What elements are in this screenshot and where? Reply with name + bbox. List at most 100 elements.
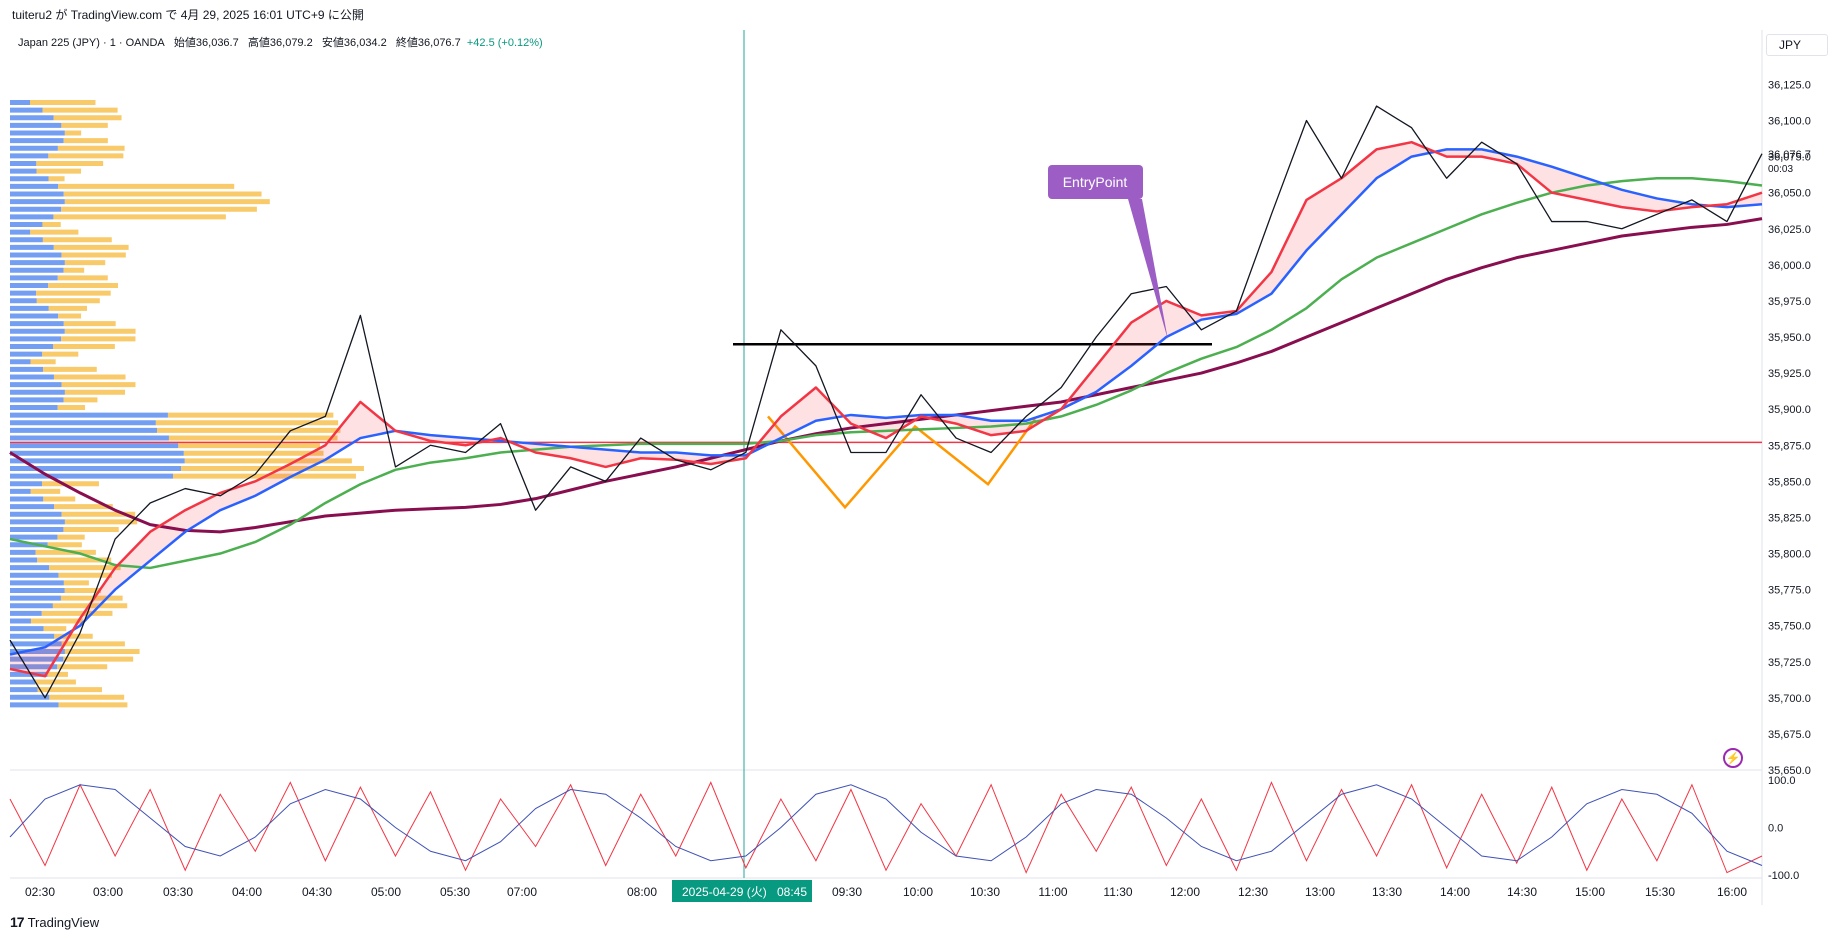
volume-profile-down-bar (49, 565, 121, 571)
ema-slow-line (9, 176, 1763, 570)
volume-profile-up-bar (10, 100, 30, 105)
volume-profile-up-bar (10, 427, 158, 433)
symbol-legend: Japan 225 (JPY) · 1 · OANDA 始値36,036.7 高… (18, 34, 543, 50)
alert-lightning-icon[interactable]: ⚡ (1723, 748, 1743, 768)
ema-long-line (9, 217, 1763, 534)
volume-profile-down-bar (42, 351, 79, 357)
volume-profile-up-bar (10, 283, 49, 288)
volume-profile-down-bar (53, 374, 126, 380)
volume-profile-down-bar (58, 572, 112, 578)
volume-profile-down-bar (63, 138, 108, 144)
volume-profile-up-bar (10, 267, 64, 273)
volume-profile-down-bar (57, 405, 86, 410)
time-axis-tick: 09:30 (832, 885, 862, 899)
volume-profile-down-bar (48, 283, 118, 288)
volume-profile-down-bar (61, 511, 136, 517)
price-axis-tick: 36,025.0 (1768, 224, 1811, 236)
volume-profile-down-bar (64, 389, 126, 395)
volume-profile-up-bar (10, 176, 49, 182)
volume-profile-down-bar (167, 412, 334, 418)
price-axis-tick: 35,825.0 (1768, 512, 1811, 524)
volume-profile-down-bar (53, 214, 226, 220)
volume-profile-down-bar (64, 328, 136, 334)
volume-profile-up-bar (10, 656, 64, 662)
volume-profile-down-bar (53, 115, 122, 121)
volume-profile-down-bar (36, 168, 82, 174)
currency-button[interactable]: JPY (1766, 34, 1828, 56)
volume-profile-up-bar (10, 542, 48, 548)
volume-profile-down-bar (63, 397, 98, 403)
change-value: +42.5 (+0.12%) (466, 37, 543, 49)
volume-profile-down-bar (48, 305, 87, 311)
volume-profile-up-bar (10, 351, 43, 357)
volume-profile-down-bar (61, 641, 125, 647)
volume-profile-down-bar (35, 549, 96, 555)
volume-profile-up-bar (10, 473, 174, 479)
volume-profile-down-bar (57, 664, 108, 670)
volume-profile-up-bar (10, 649, 65, 654)
volume-profile-up-bar (10, 580, 64, 586)
volume-profile-down-bar (61, 382, 136, 388)
volume-profile-down-bar (42, 107, 118, 113)
volume-profile-down-bar (61, 252, 126, 258)
price-axis-tick: 35,925.0 (1768, 368, 1811, 380)
open-value: 始値36,036.7 (173, 37, 239, 49)
volume-profile-down-bar (178, 443, 321, 449)
volume-profile-down-bar (37, 557, 112, 563)
price-axis-tick: 35,800.0 (1768, 549, 1811, 561)
volume-profile-up-bar (10, 336, 62, 342)
countdown-label: 00:03 (1768, 164, 1793, 175)
volume-profile-down-bar (30, 359, 56, 365)
time-axis-tick: 10:00 (903, 885, 933, 899)
time-axis-tick: 02:30 (25, 885, 55, 899)
volume-profile-down-bar (64, 260, 106, 266)
volume-profile-down-bar (58, 702, 128, 708)
volume-profile-down-bar (48, 153, 124, 159)
volume-profile-up-bar (10, 412, 168, 418)
volume-profile-down-bar (63, 267, 85, 273)
time-axis-tick: 03:00 (93, 885, 123, 899)
tradingview-logo: 17 TradingView (10, 914, 99, 930)
volume-profile-up-bar (10, 305, 49, 311)
ema-cloud (10, 142, 1762, 677)
volume-profile-up-bar (10, 206, 62, 212)
high-value: 高値36,079.2 (247, 37, 313, 49)
volume-profile-down-bar (41, 481, 99, 487)
volume-profile-down-bar (181, 466, 364, 471)
volume-profile-up-bar (10, 107, 43, 113)
volume-profile-up-bar (10, 145, 58, 151)
volume-profile-up-bar (10, 694, 50, 700)
price-axis-tick: 35,775.0 (1768, 585, 1811, 597)
double-bottom-pattern (767, 415, 1037, 510)
entry-point-bubble[interactable] (1048, 165, 1143, 199)
volume-profile-up-bar (10, 572, 59, 578)
session-date-label: 2025-04-29 (火) (682, 885, 767, 899)
volume-profile-down-bar (61, 122, 108, 128)
volume-profile-up-bar (10, 626, 44, 632)
volume-profile-up-bar (10, 260, 65, 266)
volume-profile-up-bar (10, 359, 31, 365)
session-time-label: 08:45 (777, 885, 807, 899)
volume-profile-up-bar (10, 565, 50, 571)
volume-profile-up-bar (10, 588, 65, 593)
price-axis-tick: 35,900.0 (1768, 404, 1811, 416)
volume-profile-up-bar (10, 488, 31, 494)
time-axis-tick: 12:30 (1238, 885, 1268, 899)
low-value: 安値36,034.2 (321, 37, 387, 49)
volume-profile-up-bar (10, 511, 62, 517)
time-axis-tick: 15:30 (1645, 885, 1675, 899)
volume-profile-up-bar (10, 496, 44, 502)
volume-profile-down-bar (53, 344, 115, 349)
price-axis-tick: 35,700.0 (1768, 693, 1811, 705)
publish-info: tuiteru2 が TradingView.com で 4月 29, 2025… (12, 8, 364, 22)
symbol-name[interactable]: Japan 225 (JPY) · 1 · OANDA (18, 37, 165, 49)
volume-profile-down-bar (61, 336, 136, 342)
time-axis-tick: 07:00 (507, 885, 537, 899)
volume-profile-down-bar (53, 244, 129, 250)
volume-profile-up-bar (10, 466, 182, 471)
volume-profile-up-bar (10, 115, 54, 121)
price-axis-tick: 36,000.0 (1768, 260, 1811, 272)
volume-profile-down-bar (49, 694, 125, 700)
volume-profile-up-bar (10, 671, 48, 677)
